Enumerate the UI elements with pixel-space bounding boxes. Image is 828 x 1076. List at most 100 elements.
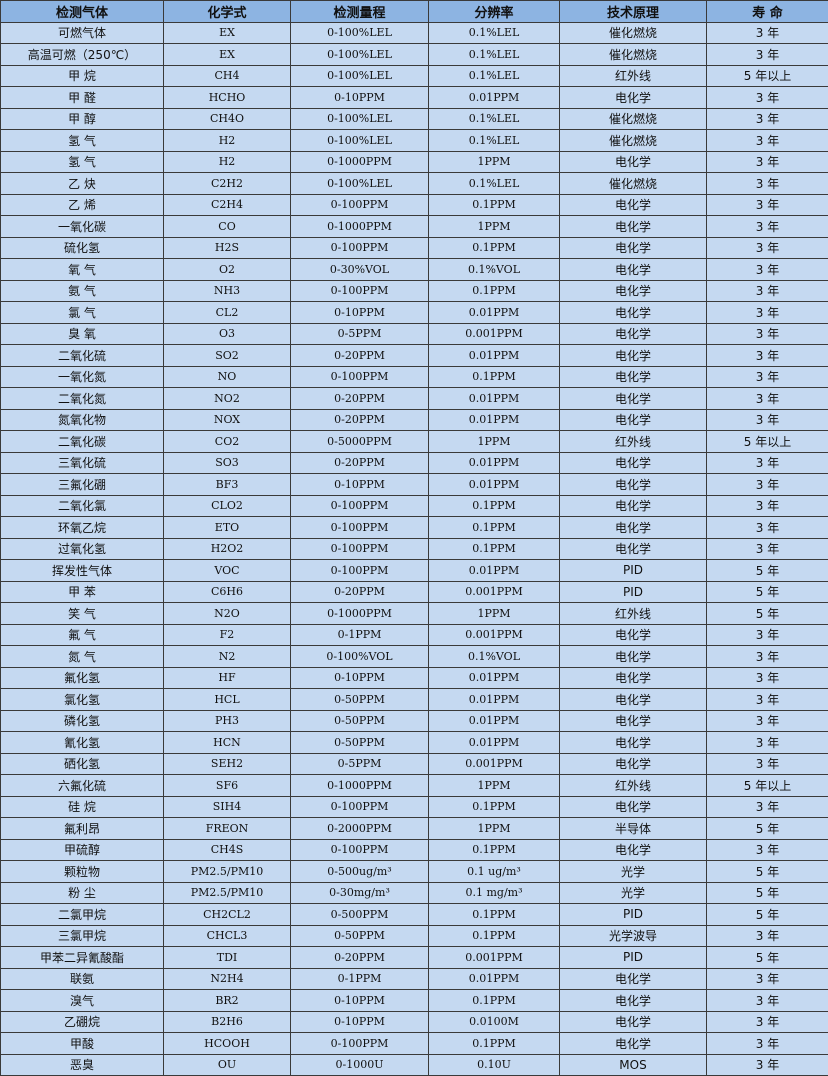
- cell-detection-range: 0-100PPM: [291, 560, 429, 582]
- cell-resolution: 1PPM: [429, 151, 560, 173]
- cell-lifespan: 3 年: [707, 732, 828, 754]
- cell-detection-range: 0-50PPM: [291, 732, 429, 754]
- cell-technology-principle: 电化学: [560, 151, 707, 173]
- cell-resolution: 0.01PPM: [429, 302, 560, 324]
- cell-gas-name: 三氧化硫: [1, 452, 164, 474]
- cell-lifespan: 5 年: [707, 861, 828, 883]
- cell-detection-range: 0-20PPM: [291, 409, 429, 431]
- cell-chemical-formula: B2H6: [164, 1011, 291, 1033]
- cell-lifespan: 3 年: [707, 1033, 828, 1055]
- cell-lifespan: 3 年: [707, 925, 828, 947]
- cell-lifespan: 3 年: [707, 280, 828, 302]
- cell-lifespan: 3 年: [707, 259, 828, 281]
- cell-gas-name: 三氟化硼: [1, 474, 164, 496]
- cell-chemical-formula: EX: [164, 22, 291, 44]
- cell-gas-name: 氯 气: [1, 302, 164, 324]
- cell-chemical-formula: HCOOH: [164, 1033, 291, 1055]
- cell-detection-range: 0-100%LEL: [291, 65, 429, 87]
- cell-resolution: 0.1PPM: [429, 839, 560, 861]
- cell-gas-name: 甲 苯: [1, 581, 164, 603]
- cell-resolution: 0.1%LEL: [429, 108, 560, 130]
- cell-technology-principle: PID: [560, 904, 707, 926]
- cell-gas-name: 二氧化氯: [1, 495, 164, 517]
- header-lifespan: 寿 命: [707, 1, 828, 23]
- cell-technology-principle: PID: [560, 581, 707, 603]
- cell-lifespan: 5 年: [707, 882, 828, 904]
- cell-detection-range: 0-100%LEL: [291, 130, 429, 152]
- cell-chemical-formula: PM2.5/PM10: [164, 861, 291, 883]
- cell-detection-range: 0-30mg/m³: [291, 882, 429, 904]
- cell-resolution: 0.01PPM: [429, 968, 560, 990]
- cell-technology-principle: 电化学: [560, 194, 707, 216]
- cell-gas-name: 氮氧化物: [1, 409, 164, 431]
- cell-resolution: 0.1%LEL: [429, 44, 560, 66]
- cell-detection-range: 0-1000U: [291, 1054, 429, 1076]
- cell-gas-name: 二氧化氮: [1, 388, 164, 410]
- cell-technology-principle: 催化燃烧: [560, 108, 707, 130]
- cell-technology-principle: 光学: [560, 861, 707, 883]
- cell-chemical-formula: SO2: [164, 345, 291, 367]
- cell-resolution: 0.1%LEL: [429, 65, 560, 87]
- cell-resolution: 0.1PPM: [429, 904, 560, 926]
- cell-technology-principle: 电化学: [560, 474, 707, 496]
- cell-gas-name: 甲 醛: [1, 87, 164, 109]
- cell-resolution: 0.1%VOL: [429, 259, 560, 281]
- cell-gas-name: 甲 醇: [1, 108, 164, 130]
- cell-resolution: 0.1PPM: [429, 280, 560, 302]
- cell-detection-range: 0-1000PPM: [291, 216, 429, 238]
- cell-resolution: 0.1PPM: [429, 796, 560, 818]
- cell-lifespan: 3 年: [707, 796, 828, 818]
- cell-chemical-formula: NO2: [164, 388, 291, 410]
- cell-gas-name: 一氧化氮: [1, 366, 164, 388]
- cell-gas-name: 二氧化碳: [1, 431, 164, 453]
- cell-chemical-formula: H2O2: [164, 538, 291, 560]
- cell-chemical-formula: CH4: [164, 65, 291, 87]
- cell-technology-principle: 电化学: [560, 646, 707, 668]
- cell-gas-name: 甲 烷: [1, 65, 164, 87]
- header-detection-range: 检测量程: [291, 1, 429, 23]
- cell-gas-name: 氨 气: [1, 280, 164, 302]
- cell-resolution: 0.1PPM: [429, 538, 560, 560]
- cell-gas-name: 二氯甲烷: [1, 904, 164, 926]
- cell-detection-range: 0-100PPM: [291, 280, 429, 302]
- cell-lifespan: 5 年: [707, 560, 828, 582]
- cell-resolution: 0.1%LEL: [429, 173, 560, 195]
- cell-technology-principle: 电化学: [560, 710, 707, 732]
- cell-technology-principle: 电化学: [560, 388, 707, 410]
- cell-technology-principle: 催化燃烧: [560, 44, 707, 66]
- cell-chemical-formula: ETO: [164, 517, 291, 539]
- cell-lifespan: 3 年: [707, 517, 828, 539]
- cell-resolution: 0.1PPM: [429, 990, 560, 1012]
- cell-chemical-formula: OU: [164, 1054, 291, 1076]
- cell-detection-range: 0-50PPM: [291, 689, 429, 711]
- cell-chemical-formula: CL2: [164, 302, 291, 324]
- cell-chemical-formula: SO3: [164, 452, 291, 474]
- cell-resolution: 0.01PPM: [429, 409, 560, 431]
- cell-technology-principle: 电化学: [560, 624, 707, 646]
- cell-gas-name: 氟 气: [1, 624, 164, 646]
- cell-gas-name: 挥发性气体: [1, 560, 164, 582]
- table-header-row: 检测气体化学式检测量程分辨率技术原理寿 命: [1, 1, 828, 23]
- cell-detection-range: 0-20PPM: [291, 345, 429, 367]
- cell-resolution: 1PPM: [429, 603, 560, 625]
- cell-detection-range: 0-100%LEL: [291, 108, 429, 130]
- cell-detection-range: 0-500ug/m³: [291, 861, 429, 883]
